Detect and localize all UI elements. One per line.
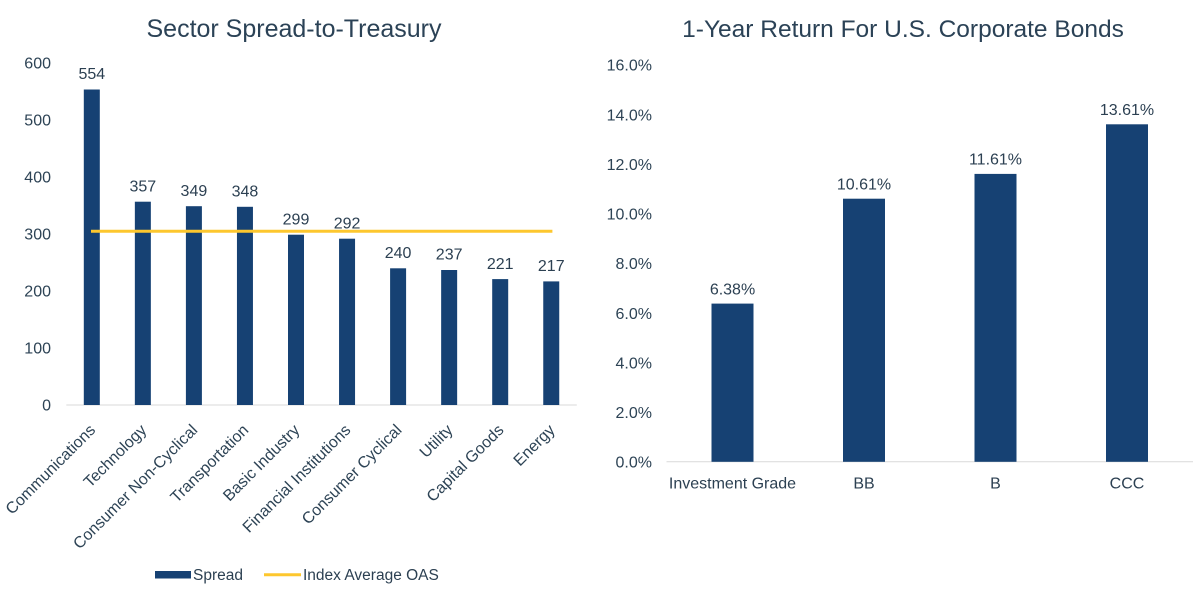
svg-text:BB: BB: [853, 475, 874, 492]
svg-text:4.0%: 4.0%: [616, 356, 652, 373]
svg-text:600: 600: [24, 56, 51, 73]
svg-text:400: 400: [24, 170, 51, 187]
svg-text:11.61%: 11.61%: [969, 152, 1022, 169]
svg-text:100: 100: [24, 341, 51, 358]
svg-text:240: 240: [385, 245, 412, 262]
svg-text:10.61%: 10.61%: [837, 176, 891, 193]
svg-text:Spread: Spread: [193, 567, 243, 584]
svg-text:200: 200: [24, 284, 51, 301]
svg-text:6.38%: 6.38%: [710, 281, 755, 298]
svg-text:0.0%: 0.0%: [616, 455, 652, 472]
svg-text:8.0%: 8.0%: [616, 256, 652, 273]
svg-text:500: 500: [24, 113, 51, 130]
svg-text:349: 349: [181, 183, 208, 200]
svg-text:357: 357: [129, 178, 156, 195]
svg-text:300: 300: [24, 227, 51, 244]
svg-text:CCC: CCC: [1110, 475, 1145, 492]
svg-text:14.0%: 14.0%: [607, 107, 652, 124]
svg-text:237: 237: [436, 247, 463, 264]
svg-text:217: 217: [538, 258, 565, 275]
svg-text:299: 299: [283, 211, 310, 228]
svg-text:Index Average OAS: Index Average OAS: [303, 567, 439, 584]
svg-text:1-Year Return For U.S. Corpora: 1-Year Return For U.S. Corporate Bonds: [682, 16, 1124, 43]
svg-text:10.0%: 10.0%: [607, 207, 652, 224]
svg-text:16.0%: 16.0%: [607, 58, 652, 75]
svg-text:6.0%: 6.0%: [616, 306, 652, 323]
svg-text:12.0%: 12.0%: [607, 157, 652, 174]
svg-text:B: B: [990, 475, 1001, 492]
svg-text:221: 221: [487, 256, 514, 273]
svg-text:554: 554: [78, 66, 105, 83]
svg-text:292: 292: [334, 215, 361, 232]
svg-text:Investment Grade: Investment Grade: [669, 475, 796, 492]
svg-text:Sector Spread-to-Treasury: Sector Spread-to-Treasury: [146, 15, 442, 43]
svg-text:2.0%: 2.0%: [616, 405, 652, 422]
svg-text:348: 348: [232, 184, 259, 201]
svg-text:0: 0: [42, 398, 51, 415]
svg-text:13.61%: 13.61%: [1100, 102, 1154, 119]
